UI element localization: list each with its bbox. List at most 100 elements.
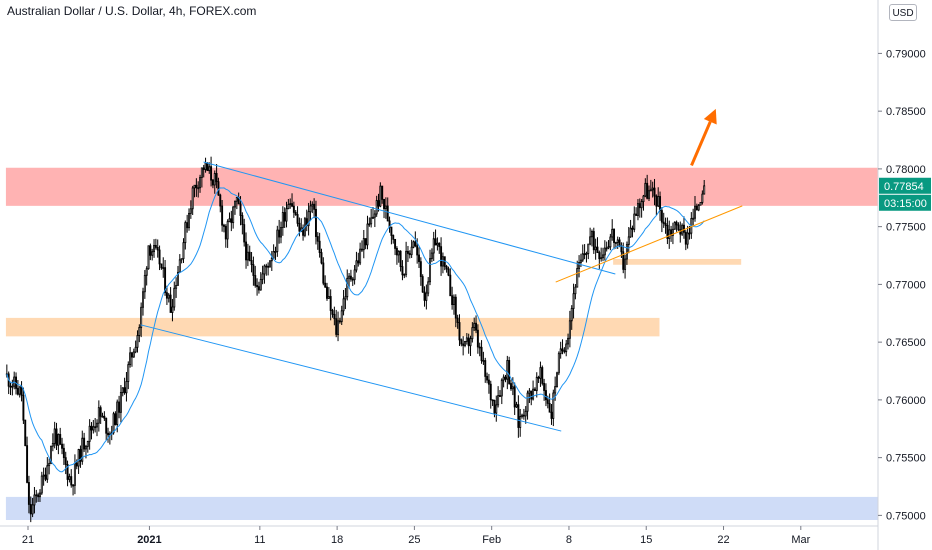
candle-up — [140, 306, 143, 328]
candle-up — [289, 203, 292, 205]
candle-up — [101, 415, 104, 418]
price-tick-label: 0.75500 — [886, 453, 926, 465]
price-tick-label: 0.78500 — [886, 106, 926, 118]
candle-down — [421, 276, 424, 293]
candle-up — [585, 253, 588, 255]
candle-up — [33, 494, 36, 506]
candle-down — [90, 425, 93, 431]
candle-down — [563, 350, 566, 353]
candle-up — [268, 260, 271, 268]
candle-down — [447, 268, 450, 276]
candle-up — [234, 200, 236, 208]
candle-down — [679, 229, 682, 235]
price-tick-label: 0.77500 — [886, 222, 926, 234]
candle-down — [114, 413, 117, 425]
candle-up — [567, 337, 570, 345]
candle-down — [445, 265, 448, 270]
candle-down — [478, 346, 481, 349]
last-price-badge — [879, 177, 931, 194]
candle-up — [51, 443, 54, 447]
candle-up — [436, 242, 439, 246]
candle-up — [309, 205, 312, 213]
candle-down — [394, 238, 397, 249]
candle-up — [173, 287, 176, 308]
candle-down — [219, 194, 222, 207]
candle-up — [686, 232, 689, 245]
candle-down — [296, 214, 299, 224]
candle-up — [327, 296, 330, 299]
candle-down — [659, 196, 662, 211]
candle-up — [370, 217, 373, 225]
candle-down — [440, 246, 443, 267]
candle-up — [182, 242, 185, 260]
candle-up — [153, 244, 156, 253]
candle-down — [360, 248, 363, 251]
candle-up — [175, 284, 178, 289]
candle-up — [515, 404, 518, 408]
candle-down — [302, 227, 305, 236]
candle-up — [270, 257, 273, 262]
candle-up — [200, 167, 203, 178]
candle-up — [48, 462, 51, 467]
candle-up — [465, 337, 468, 342]
candle-down — [635, 213, 638, 216]
candle-down — [638, 203, 641, 209]
candle-up — [570, 308, 573, 322]
candle-down — [480, 346, 483, 361]
candle-up — [84, 446, 87, 450]
candle-up — [668, 229, 671, 239]
candle-up — [88, 425, 91, 442]
candle-down — [206, 162, 209, 172]
candle-up — [197, 187, 200, 190]
candle-up — [235, 197, 238, 202]
candle-down — [655, 195, 658, 207]
price-tick-label: 0.75000 — [886, 510, 926, 522]
candle-up — [129, 352, 132, 365]
candle-up — [565, 343, 568, 353]
candle-down — [20, 386, 23, 396]
candle-up — [511, 386, 514, 390]
candle-down — [596, 246, 599, 254]
time-tick-label: 8 — [566, 534, 572, 546]
candle-up — [121, 387, 124, 393]
candle-down — [333, 313, 336, 320]
candle-down — [245, 241, 248, 261]
candle-up — [469, 338, 472, 347]
candle-down — [467, 337, 470, 347]
candle-down — [662, 221, 665, 224]
candle-up — [572, 293, 575, 309]
candle-down — [646, 182, 649, 199]
candle-down — [533, 388, 536, 392]
candle-down — [75, 462, 78, 467]
candle-down — [257, 286, 260, 291]
candle-up — [528, 390, 531, 394]
candle-up — [246, 251, 249, 261]
candle-down — [449, 274, 452, 297]
candle-up — [208, 166, 211, 172]
candle-down — [254, 275, 257, 286]
candle-up — [524, 410, 527, 417]
candle-up — [432, 238, 435, 254]
candle-down — [695, 205, 698, 211]
candle-down — [118, 401, 121, 413]
candle-down — [406, 250, 409, 254]
candle-down — [504, 376, 507, 380]
candle-up — [609, 236, 612, 248]
candle-down — [70, 476, 73, 486]
candle-up — [274, 251, 277, 253]
time-tick-label: Feb — [482, 534, 501, 546]
candle-down — [434, 238, 437, 246]
candle-up — [53, 428, 56, 444]
candle-down — [66, 464, 69, 480]
candle-down — [487, 379, 490, 385]
candle-down — [329, 296, 332, 311]
candle-down — [395, 248, 398, 256]
currency-button[interactable]: USD — [889, 4, 917, 21]
candle-up — [81, 437, 84, 462]
candle-up — [372, 216, 374, 219]
candle-down — [44, 474, 47, 480]
time-tick-label: 25 — [408, 534, 420, 546]
candle-up — [473, 322, 476, 329]
candle-up — [581, 253, 584, 261]
